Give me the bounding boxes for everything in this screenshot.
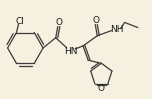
Text: O: O (93, 16, 100, 25)
Text: O: O (55, 18, 62, 27)
Text: Cl: Cl (15, 17, 24, 26)
Text: O: O (98, 84, 105, 93)
Text: HN: HN (64, 47, 78, 56)
Text: NH: NH (110, 25, 123, 34)
